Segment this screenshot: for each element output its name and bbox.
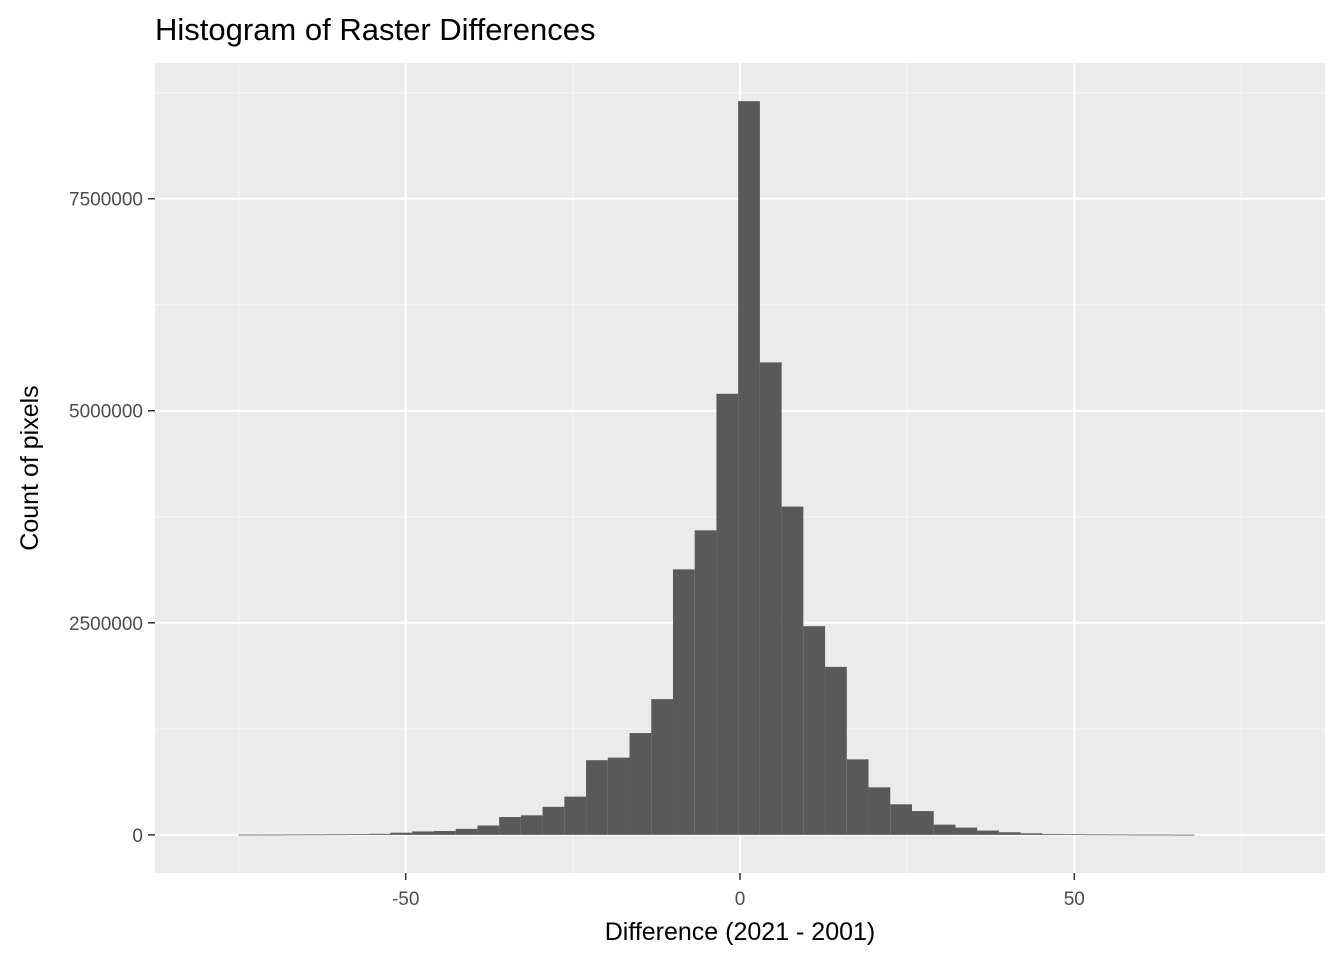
histogram-bar [368,833,391,835]
histogram-bar [890,804,912,835]
histogram-bar [1172,834,1195,836]
histogram-bar [694,530,717,835]
histogram-bar [825,666,847,835]
x-axis-ticks: -50 0 50 [392,873,1085,910]
histogram-bar [520,815,543,835]
histogram-bar [911,811,934,835]
histogram-bar [1085,834,1108,836]
histogram-bar [716,393,739,835]
y-axis-ticks: 0 2500000 5000000 7500000 [69,190,155,847]
histogram-bar [542,806,565,835]
y-axis-title: Count of pixels [16,385,44,550]
y-tick-label: 7500000 [69,190,143,211]
histogram-bar [1020,833,1043,835]
histogram-bar [781,506,804,835]
histogram-bar [998,832,1021,835]
histogram-bar [868,787,891,835]
histogram-bar [977,830,999,835]
histogram-bar [477,825,500,835]
histogram-bar [303,834,326,836]
histogram-bar [455,828,478,835]
histogram-bar [1151,834,1173,836]
histogram-bar [1042,833,1065,835]
histogram-bar [803,626,826,835]
histogram-bar [955,827,978,835]
histogram-bar [281,834,304,836]
x-tick-label: 50 [1064,889,1085,910]
histogram-bar [651,699,673,835]
histogram-bar [672,569,695,835]
histogram-bar [260,834,282,836]
histogram-bar [433,831,456,835]
histogram-bar [738,101,760,835]
histogram-bar [347,834,369,835]
histogram-bar [564,796,587,835]
histogram-bar [607,757,630,835]
y-tick-label: 5000000 [69,402,143,423]
x-tick-label: -50 [392,889,419,910]
histogram-bar [629,733,652,835]
histogram-bar [1107,834,1130,836]
histogram-bar [1129,834,1152,836]
chart-title: Histogram of Raster Differences [155,12,595,47]
histogram-bar [846,759,869,835]
histogram-bar [238,834,261,836]
histogram-bar [586,760,608,835]
y-tick-label: 2500000 [69,614,143,635]
histogram-bar [1064,834,1086,836]
histogram-bar [933,824,956,835]
histogram-bar [325,834,348,836]
histogram-bar [412,831,434,835]
histogram-bars [238,101,1195,836]
histogram-bar [759,362,782,835]
y-tick-label: 0 [132,826,143,847]
histogram-bar [390,832,413,835]
x-tick-label: 0 [735,889,746,910]
x-axis-title: Difference (2021 - 2001) [605,918,876,946]
histogram-bar [499,817,521,835]
